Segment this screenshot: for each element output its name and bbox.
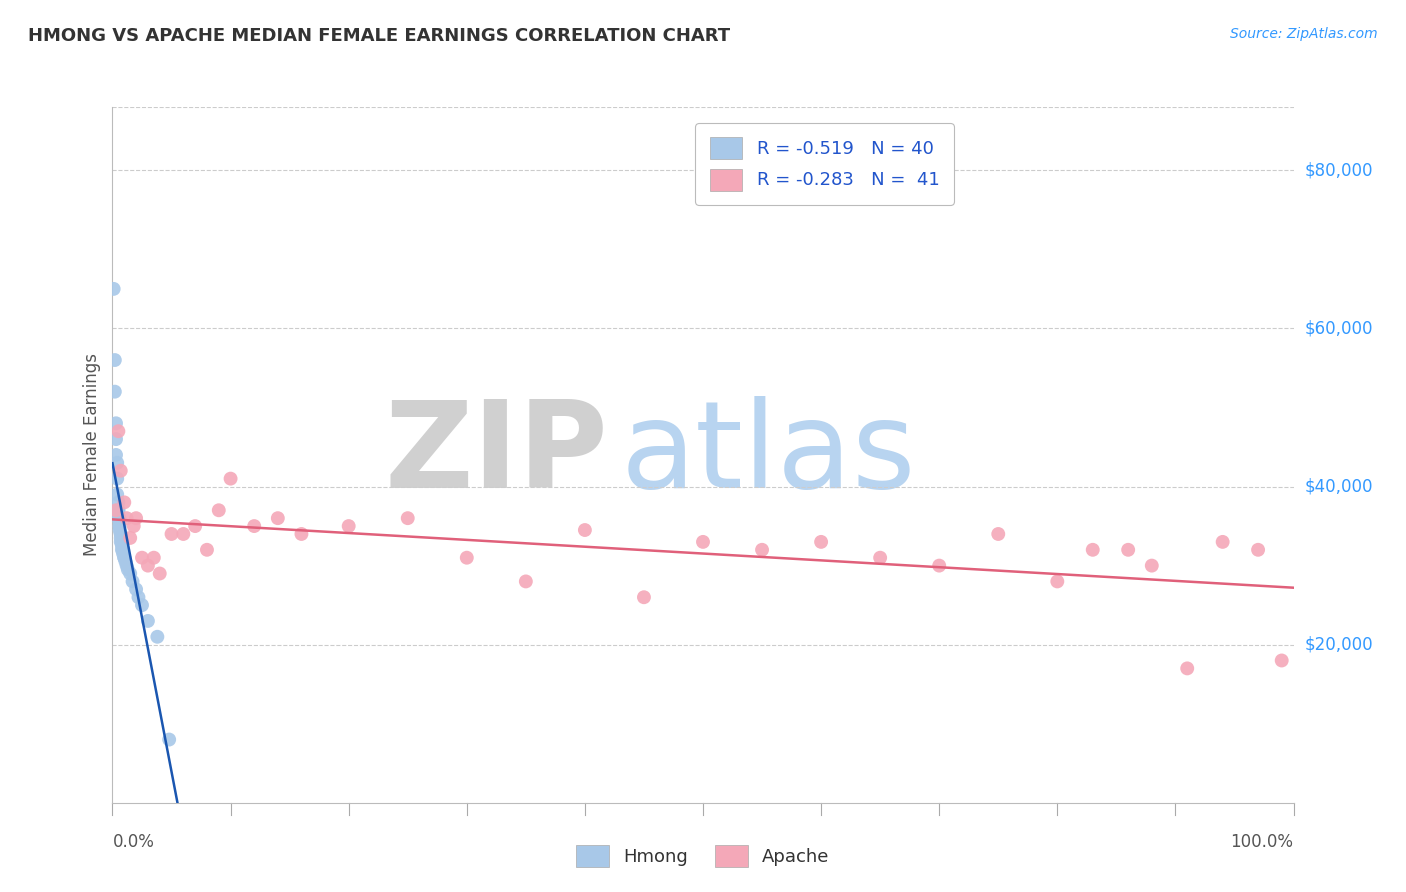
Point (396, 511, 419, 525)
Point (117, 563, 139, 577)
Point (112, 547, 135, 561)
Point (115, 511, 138, 525)
Point (692, 535, 714, 549)
Text: $40,000: $40,000 (1305, 477, 1374, 496)
Point (456, 550, 478, 565)
Text: 100.0%: 100.0% (1230, 833, 1294, 851)
Point (105, 472, 128, 486)
Point (107, 495, 129, 509)
Point (633, 591, 655, 605)
Point (1271, 653, 1294, 667)
Point (1247, 542, 1270, 557)
Point (810, 535, 832, 549)
Point (157, 732, 180, 747)
Point (112, 542, 135, 557)
Point (115, 558, 138, 573)
Point (290, 527, 312, 541)
Point (105, 487, 128, 501)
Point (243, 519, 266, 533)
Point (136, 614, 159, 628)
Legend: R = -0.519   N = 40, R = -0.283   N =  41: R = -0.519 N = 40, R = -0.283 N = 41 (695, 123, 953, 205)
Text: $80,000: $80,000 (1305, 161, 1374, 179)
Text: atlas: atlas (620, 396, 915, 514)
Point (104, 384, 127, 399)
Text: HMONG VS APACHE MEDIAN FEMALE EARNINGS CORRELATION CHART: HMONG VS APACHE MEDIAN FEMALE EARNINGS C… (28, 27, 730, 45)
Point (112, 495, 135, 509)
Point (103, 282, 125, 296)
Point (1175, 661, 1198, 675)
Point (108, 511, 131, 525)
Text: $60,000: $60,000 (1305, 319, 1374, 337)
Point (1081, 542, 1104, 557)
Legend: Hmong, Apache: Hmong, Apache (569, 838, 837, 874)
Point (104, 353, 127, 368)
Point (105, 503, 128, 517)
Point (136, 558, 159, 573)
Point (111, 539, 134, 553)
Point (1140, 558, 1163, 573)
Text: $20,000: $20,000 (1305, 636, 1374, 654)
Point (125, 582, 148, 597)
Point (337, 519, 360, 533)
Point (149, 566, 172, 581)
Point (131, 550, 153, 565)
Point (195, 542, 218, 557)
Point (105, 417, 128, 431)
Point (142, 550, 165, 565)
Point (125, 511, 148, 525)
Point (122, 519, 145, 533)
Point (107, 424, 129, 438)
Point (987, 527, 1010, 541)
Point (120, 531, 142, 545)
Point (267, 511, 290, 525)
Point (110, 464, 132, 478)
Point (107, 511, 129, 525)
Text: 0.0%: 0.0% (112, 833, 155, 851)
Point (208, 503, 231, 517)
Point (160, 527, 183, 541)
Point (751, 542, 773, 557)
Point (105, 448, 128, 462)
Point (111, 535, 134, 549)
Point (146, 630, 169, 644)
Point (127, 591, 149, 605)
Point (1212, 535, 1234, 549)
Point (219, 472, 242, 486)
Text: ZIP: ZIP (385, 396, 609, 514)
Point (112, 550, 135, 565)
Point (107, 503, 129, 517)
Point (107, 503, 129, 517)
Point (111, 542, 134, 557)
Point (1046, 574, 1069, 589)
Point (869, 550, 891, 565)
Point (105, 432, 128, 446)
Point (131, 598, 153, 612)
Point (108, 519, 131, 533)
Point (172, 527, 194, 541)
Point (112, 550, 135, 565)
Point (105, 456, 128, 470)
Point (110, 527, 132, 541)
Point (515, 574, 537, 589)
Point (928, 558, 950, 573)
Point (184, 519, 207, 533)
Point (110, 527, 132, 541)
Text: Source: ZipAtlas.com: Source: ZipAtlas.com (1230, 27, 1378, 41)
Point (108, 519, 131, 533)
Point (120, 566, 142, 581)
Point (574, 523, 596, 537)
Point (108, 515, 131, 529)
Point (114, 555, 136, 569)
Point (1116, 542, 1139, 557)
Point (110, 531, 132, 545)
Point (121, 574, 143, 589)
Y-axis label: Median Female Earnings: Median Female Earnings (83, 353, 101, 557)
Point (110, 535, 132, 549)
Point (108, 523, 131, 537)
